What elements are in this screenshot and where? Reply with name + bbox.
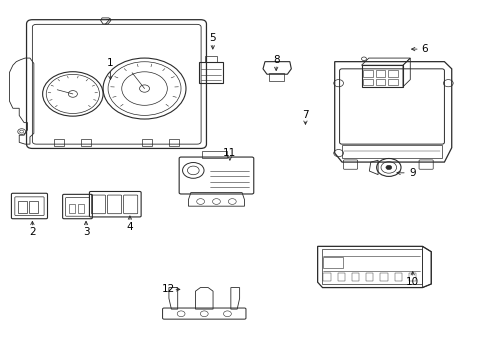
Bar: [337, 273, 345, 281]
Text: 10: 10: [406, 277, 418, 287]
Bar: [363, 78, 372, 85]
Bar: [387, 78, 397, 85]
Text: 11: 11: [223, 148, 236, 158]
Bar: [142, 139, 152, 146]
Bar: [323, 257, 342, 268]
Bar: [366, 273, 373, 281]
Bar: [375, 78, 385, 85]
Text: 2: 2: [29, 227, 36, 237]
Text: 6: 6: [421, 44, 427, 54]
Bar: [394, 273, 401, 281]
Text: 1: 1: [107, 58, 114, 68]
Bar: [168, 139, 178, 146]
Bar: [78, 204, 83, 213]
Bar: [69, 204, 75, 213]
Bar: [408, 273, 415, 281]
Bar: [387, 70, 397, 77]
Bar: [351, 273, 359, 281]
Bar: [202, 151, 226, 158]
Circle shape: [385, 165, 391, 170]
Text: 9: 9: [408, 168, 415, 178]
Text: 12: 12: [162, 284, 175, 294]
Bar: [268, 73, 284, 81]
Bar: [54, 139, 64, 146]
Bar: [29, 201, 38, 213]
Bar: [81, 139, 91, 146]
Bar: [321, 249, 421, 284]
Text: 5: 5: [209, 33, 216, 43]
Bar: [380, 273, 387, 281]
Text: 7: 7: [302, 111, 308, 121]
Bar: [375, 70, 385, 77]
Text: 3: 3: [82, 227, 89, 237]
Bar: [18, 201, 26, 213]
Bar: [341, 145, 441, 158]
Bar: [323, 273, 330, 281]
Bar: [363, 70, 372, 77]
Bar: [204, 56, 216, 62]
Text: 8: 8: [272, 55, 279, 65]
Text: 4: 4: [126, 222, 133, 231]
